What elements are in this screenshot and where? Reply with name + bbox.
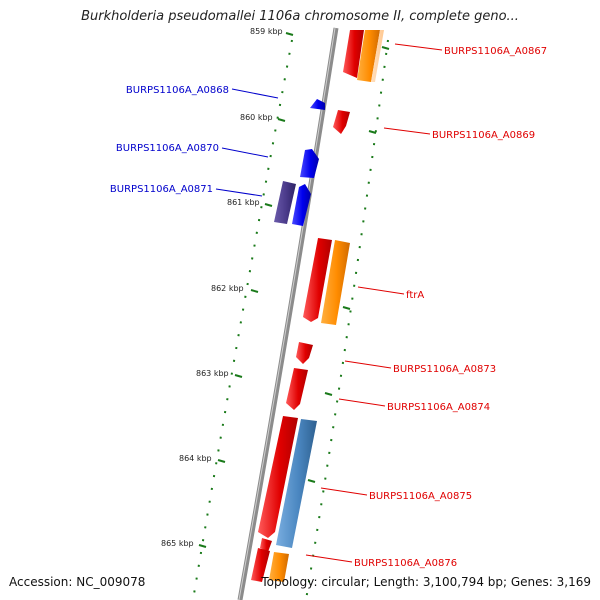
accession-label: Accession: NC_009078 <box>9 575 146 589</box>
gene-label[interactable]: ftrA <box>406 290 424 301</box>
gene-a0876b[interactable] <box>251 548 270 582</box>
kbp-tick-marks <box>198 32 390 548</box>
gene-a0871[interactable] <box>274 181 296 224</box>
gene-a0875[interactable] <box>258 416 298 538</box>
kbp-label: 861 kbp <box>227 198 260 207</box>
kbp-label: 865 kbp <box>161 539 194 548</box>
gene-ftrA[interactable] <box>303 238 332 322</box>
gene-label[interactable]: BURPS1106A_A0869 <box>432 130 535 141</box>
gene-label[interactable]: BURPS1106A_A0871 <box>110 184 213 195</box>
gene-labels: BURPS1106A_A0867 BURPS1106A_A0868 BURPS1… <box>110 46 547 569</box>
right-tick-rail <box>305 39 389 600</box>
gene-a0867-cds-alt[interactable] <box>371 30 384 82</box>
summary-label: Topology: circular; Length: 3,100,794 bp… <box>261 575 591 589</box>
forward-genes <box>251 30 384 582</box>
gene-a0868[interactable] <box>310 99 325 110</box>
left-tick-rail <box>192 39 293 600</box>
gene-a0876[interactable] <box>260 538 272 552</box>
gene-ftrA-cds[interactable] <box>321 240 350 325</box>
gene-a0876-cds[interactable] <box>269 552 289 582</box>
gene-a0867[interactable] <box>343 30 364 78</box>
gene-a0873[interactable] <box>296 342 313 364</box>
gene-label[interactable]: BURPS1106A_A0875 <box>369 491 472 502</box>
gene-a0869[interactable] <box>333 110 350 134</box>
label-leaders <box>215 43 443 563</box>
gene-label[interactable]: BURPS1106A_A0868 <box>126 85 229 96</box>
gene-a0867-cds[interactable] <box>357 30 380 82</box>
gene-a0870[interactable] <box>300 149 319 178</box>
kbp-label: 864 kbp <box>179 454 212 463</box>
map-title: Burkholderia pseudomallei 1106a chromoso… <box>81 9 519 24</box>
gene-label[interactable]: BURPS1106A_A0874 <box>387 402 490 413</box>
gene-a0871-b[interactable] <box>292 184 311 226</box>
gene-a0875-cds[interactable] <box>276 419 317 548</box>
gene-label[interactable]: BURPS1106A_A0876 <box>354 558 457 569</box>
reverse-genes <box>274 99 325 226</box>
kbp-label: 859 kbp <box>250 27 283 36</box>
gene-label[interactable]: BURPS1106A_A0873 <box>393 364 496 375</box>
gene-label[interactable]: BURPS1106A_A0867 <box>444 46 547 57</box>
gene-label[interactable]: BURPS1106A_A0870 <box>116 143 219 154</box>
kbp-label: 862 kbp <box>211 284 244 293</box>
gene-a0874[interactable] <box>286 368 308 410</box>
kbp-label: 860 kbp <box>240 113 273 122</box>
kbp-label: 863 kbp <box>196 369 229 378</box>
kbp-tick-labels: 859 kbp 860 kbp 861 kbp 862 kbp 863 kbp … <box>161 27 283 548</box>
